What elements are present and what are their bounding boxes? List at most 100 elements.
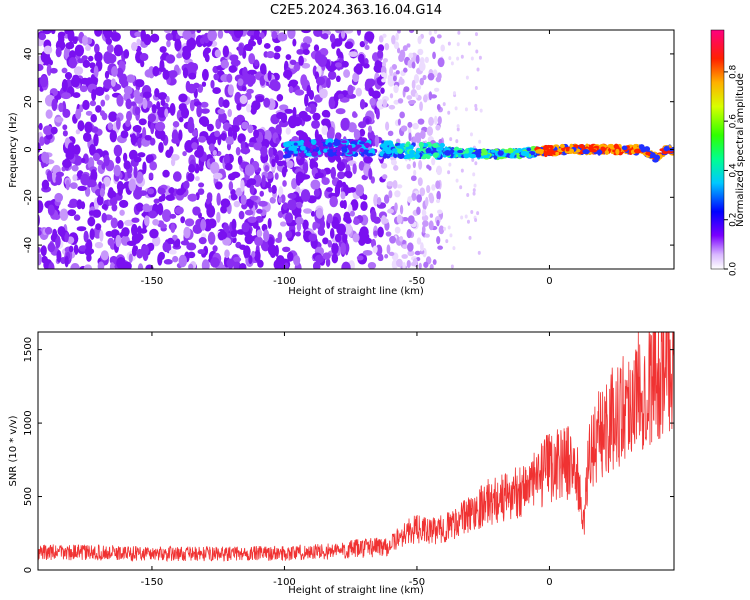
heatmap-cell bbox=[155, 121, 166, 132]
heatmap-cell bbox=[125, 110, 133, 122]
snr-series-line bbox=[38, 332, 674, 563]
heatmap-cell bbox=[169, 102, 176, 116]
heatmap-cell bbox=[447, 170, 451, 175]
heatmap-cell bbox=[314, 254, 325, 264]
heatmap-cell bbox=[183, 226, 191, 239]
heatmap-cell bbox=[144, 134, 152, 141]
heatmap-cell bbox=[444, 149, 452, 156]
heatmap-cell bbox=[355, 87, 362, 97]
heatmap-cell bbox=[264, 164, 270, 172]
heatmap-cell bbox=[559, 143, 565, 149]
heatmap-cell bbox=[435, 180, 441, 190]
heatmap-cell bbox=[469, 132, 473, 137]
heatmap-cell bbox=[83, 264, 93, 269]
heatmap-cell bbox=[392, 148, 398, 152]
heatmap-cell bbox=[58, 102, 64, 113]
heatmap-cell bbox=[250, 35, 255, 41]
heatmap-cell bbox=[157, 203, 164, 216]
heatmap-cell bbox=[68, 245, 74, 253]
heatmap-cell bbox=[214, 181, 223, 190]
heatmap-cell bbox=[327, 239, 333, 248]
heatmap-cell bbox=[125, 119, 131, 128]
heatmap-cell bbox=[123, 160, 131, 170]
heatmap-cell bbox=[360, 201, 368, 212]
heatmap-cell bbox=[247, 124, 254, 134]
heatmap-cell bbox=[247, 216, 257, 223]
heatmap-cell bbox=[335, 108, 346, 115]
heatmap-cell bbox=[425, 147, 432, 154]
heatmap-cell bbox=[135, 79, 145, 88]
heatmap-cell bbox=[232, 128, 238, 141]
heatmap-cell bbox=[350, 199, 359, 211]
heatmap-cell bbox=[137, 152, 146, 158]
heatmap-cell bbox=[68, 50, 76, 60]
heatmap-cell bbox=[61, 67, 68, 74]
heatmap-cell bbox=[118, 76, 124, 85]
heatmap-cell bbox=[325, 258, 331, 267]
heatmap-cell bbox=[389, 235, 397, 244]
heatmap-cell bbox=[208, 143, 215, 152]
heatmap-cell bbox=[464, 214, 468, 219]
heatmap-cell bbox=[296, 49, 304, 55]
heatmap-cell bbox=[383, 153, 387, 159]
heatmap-cell bbox=[162, 69, 170, 80]
heatmap-cell bbox=[183, 180, 190, 190]
heatmap-cell bbox=[71, 164, 79, 172]
heatmap-cell bbox=[300, 174, 311, 180]
heatmap-cell bbox=[474, 86, 478, 91]
heatmap-cell bbox=[247, 80, 254, 87]
heatmap-cell bbox=[159, 223, 167, 229]
heatmap-cell bbox=[352, 233, 360, 243]
heatmap-cell bbox=[359, 99, 366, 110]
heatmap-cell bbox=[136, 38, 141, 46]
heatmap-cell bbox=[213, 73, 220, 81]
heatmap-cell bbox=[317, 54, 327, 68]
heatmap-cell bbox=[131, 233, 142, 244]
heatmap-cell bbox=[403, 67, 408, 73]
heatmap-cell bbox=[47, 204, 55, 216]
heatmap-cell bbox=[275, 237, 282, 243]
heatmap-cell bbox=[428, 30, 432, 36]
heatmap-cell bbox=[110, 32, 121, 42]
heatmap-cell bbox=[314, 172, 324, 179]
heatmap-cell bbox=[477, 250, 481, 255]
heatmap-cell bbox=[359, 148, 365, 153]
heatmap-cell bbox=[337, 93, 344, 99]
heatmap-cell bbox=[172, 255, 179, 263]
heatmap-cell bbox=[182, 30, 192, 40]
heatmap-cell bbox=[89, 144, 96, 156]
heatmap-cell bbox=[174, 206, 184, 215]
heatmap-cell bbox=[219, 133, 225, 140]
heatmap-cell bbox=[301, 30, 311, 34]
heatmap-cell bbox=[341, 147, 348, 153]
heatmap-cell bbox=[197, 249, 206, 255]
heatmap-cell bbox=[38, 229, 42, 236]
heatmap-cell bbox=[445, 239, 449, 244]
heatmap-cell bbox=[474, 106, 478, 111]
heatmap-cell bbox=[251, 250, 256, 258]
snr-x-axis: -150 -100 -50 0 bbox=[141, 332, 553, 588]
heatmap-cell bbox=[472, 191, 476, 196]
heatmap-cell bbox=[212, 149, 217, 156]
heatmap-cell bbox=[80, 173, 90, 186]
heatmap-cell bbox=[330, 166, 337, 180]
heatmap-cell bbox=[362, 149, 370, 154]
heatmap-cell bbox=[406, 95, 413, 100]
heatmap-cell bbox=[397, 148, 403, 154]
heatmap-cell bbox=[249, 184, 255, 195]
heatmap-cell bbox=[43, 45, 53, 55]
heatmap-cell bbox=[38, 63, 44, 72]
heatmap-cell bbox=[158, 141, 164, 153]
heatmap-cell bbox=[228, 30, 236, 35]
heatmap-cell bbox=[422, 220, 429, 227]
heatmap-cell bbox=[64, 255, 69, 268]
heatmap-cell bbox=[613, 143, 619, 149]
heatmap-cell bbox=[222, 237, 232, 246]
heatmap-cell bbox=[449, 233, 453, 238]
heatmap-cell bbox=[465, 75, 469, 80]
heatmap-cell bbox=[83, 230, 89, 243]
heatmap-cell bbox=[159, 46, 167, 53]
heatmap-cell bbox=[373, 230, 378, 237]
heatmap-cell bbox=[406, 259, 411, 269]
heatmap-cell bbox=[182, 45, 192, 54]
